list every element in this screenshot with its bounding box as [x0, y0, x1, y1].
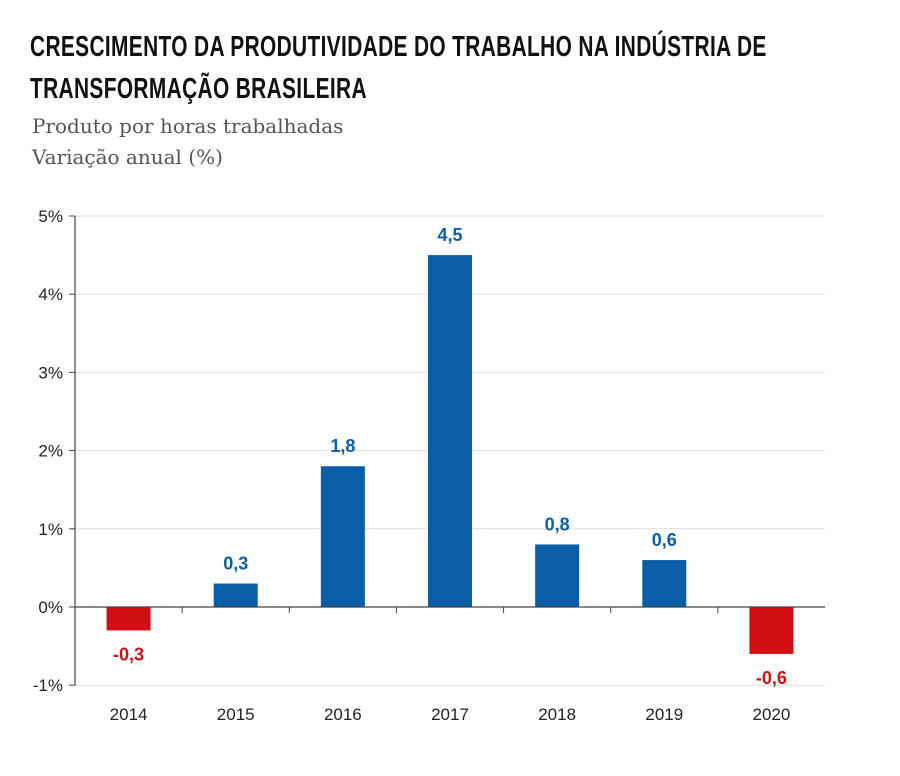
x-tick-label: 2014 — [110, 705, 148, 724]
y-tick-label: 4% — [38, 285, 63, 304]
chart-title: CRESCIMENTO DA PRODUTIVIDADE DO TRABALHO… — [30, 31, 767, 105]
chart-subtitle-1: Produto por horas trabalhadas — [32, 114, 344, 138]
x-tick-label: 2017 — [431, 705, 469, 724]
x-tick-label: 2018 — [538, 705, 576, 724]
data-label-2018: 0,8 — [545, 514, 570, 534]
bar-2019 — [642, 560, 687, 607]
y-tick-label: 2% — [38, 442, 63, 461]
data-label-2014: -0,3 — [113, 644, 144, 664]
data-label-2015: 0,3 — [223, 554, 248, 574]
bar-2018 — [535, 544, 580, 607]
y-tick-label: 0% — [38, 598, 63, 617]
x-tick-label: 2015 — [217, 705, 255, 724]
data-label-2017: 4,5 — [437, 225, 462, 245]
bar-2014 — [106, 607, 151, 631]
data-label-2016: 1,8 — [330, 436, 355, 456]
bar-2015 — [213, 583, 258, 607]
x-tick-label: 2016 — [324, 705, 362, 724]
bar-2016 — [320, 466, 365, 607]
y-tick-label: 1% — [38, 520, 63, 539]
bar-2020 — [749, 607, 794, 654]
data-label-2020: -0,6 — [756, 668, 787, 688]
y-tick-label: 5% — [38, 207, 63, 226]
y-tick-label: -1% — [33, 676, 63, 695]
x-tick-label: 2020 — [753, 705, 791, 724]
y-tick-label: 3% — [38, 363, 63, 382]
data-label-2019: 0,6 — [652, 530, 677, 550]
bar-2017 — [428, 255, 472, 607]
chart-subtitle-2: Variação anual (%) — [32, 145, 223, 169]
x-tick-label: 2019 — [645, 705, 683, 724]
